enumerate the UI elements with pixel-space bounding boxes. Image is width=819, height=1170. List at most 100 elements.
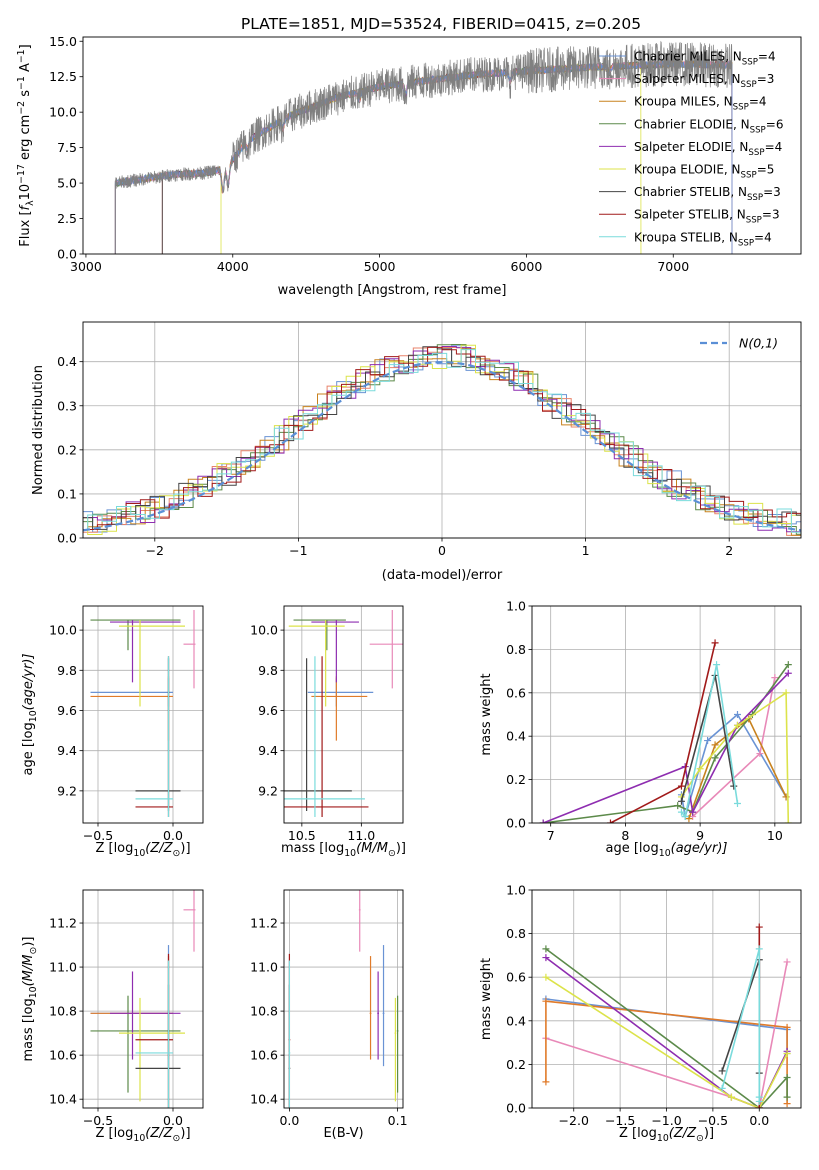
y-tick-label: 11.2: [250, 916, 278, 931]
gridlines: [532, 889, 801, 1109]
axes-frame: −2 −1 0 1 2 0.0 0.1 0.2 0.3 0.4: [57, 321, 802, 558]
y-tick-label: 0.0: [57, 247, 77, 262]
weight-series-line: [543, 664, 789, 823]
weight-marker: [542, 997, 550, 1005]
weight-marker: [689, 808, 697, 816]
y-tick-label: 10.0: [49, 623, 77, 638]
y-tick-label: 0.1: [57, 486, 77, 501]
weight-marker: [783, 1073, 791, 1081]
weight-marker: [755, 1093, 763, 1101]
y-axis-label: Normed distribution: [31, 365, 46, 495]
x-axis-label: (data-model)/error: [382, 568, 503, 583]
y-tick-label: 11.0: [250, 960, 278, 975]
weight-marker: [696, 765, 704, 773]
y-tick-label: 10.0: [250, 623, 278, 638]
y-axis-label: age [log10(age/yr)]: [21, 654, 39, 776]
weight-marker: [704, 737, 712, 745]
y-tick-label: 9.4: [57, 743, 77, 758]
figure-title: PLATE=1851, MJD=53524, FIBERID=0415, z=0…: [241, 15, 641, 33]
x-tick-label: 3000: [70, 259, 102, 274]
massweight-vs-Z-axes: −2.0 −1.5 −1.0 −0.5 0.0 0.0 0.2 0.4 0.6 0.8 1.0 Z […: [479, 883, 802, 1144]
massweight-vs-age-axes: 7 8 9 10 0.0 0.2 0.4 0.6 0.8 1.0 age [log10(age/yr…: [479, 599, 802, 859]
x-axis-label: mass [log10(M/M⊙)]: [281, 841, 406, 859]
plot-area: [90, 610, 196, 817]
y-tick-label: 0.2: [57, 442, 77, 457]
y-tick-label: 10.0: [49, 105, 77, 120]
y-tick-label: 1.0: [506, 599, 526, 614]
axes-spine: [531, 605, 802, 824]
weight-marker: [711, 741, 719, 749]
y-tick-label: 0.8: [506, 642, 526, 657]
y-tick-label: 0.4: [506, 729, 526, 744]
y-tick-label: 5.0: [57, 176, 77, 191]
weight-series-line: [545, 976, 788, 1108]
x-tick-label: 4000: [217, 259, 249, 274]
axes-spine: [283, 889, 404, 1109]
weight-marker: [733, 799, 741, 807]
legend: N(0,1): [700, 336, 778, 351]
x-axis-label: Z [log10(Z/Z⊙)]: [95, 1126, 190, 1144]
mass-vs-Z-axes: −0.5 0.0 10.4 10.6 10.8 11.0 11.2 Z [log10(Z/Z⊙…: [21, 889, 204, 1144]
y-tick-label: 0.4: [506, 1013, 526, 1028]
x-tick-label: 0.0: [163, 1113, 183, 1128]
x-tick-label: 0.0: [279, 1113, 299, 1128]
x-axis-label: E(B-V): [323, 1126, 363, 1141]
weight-marker: [674, 802, 682, 810]
axes-frame: −2.0 −1.5 −1.0 −0.5 0.0 0.0 0.2 0.4 0.6 0.8 1.0: [506, 883, 802, 1128]
x-tick-label: −2.0: [559, 1113, 589, 1128]
plot-area: [90, 890, 196, 1108]
x-tick-label: 10: [767, 828, 783, 843]
plot-area: [83, 344, 801, 537]
gridlines: [532, 605, 801, 824]
y-tick-label: 0.3: [57, 398, 77, 413]
y-tick-label: 0.0: [506, 816, 526, 831]
y-tick-label: 0.6: [506, 970, 526, 985]
y-tick-label: 0.2: [506, 772, 526, 787]
y-axis-label: mass weight: [479, 958, 494, 1040]
weight-marker: [711, 754, 719, 762]
weight-marker: [677, 797, 685, 805]
y-axis-label: mass [log10(M/M⊙)]: [21, 937, 39, 1062]
weight-marker: [542, 954, 550, 962]
plot-area: [542, 923, 791, 1108]
age-vs-Z-axes: −0.5 0.0 9.2 9.4 9.6 9.8 10.0 Z [log10(Z/Z⊙)] ag…: [21, 605, 204, 859]
y-tick-label: 10.8: [49, 1004, 77, 1019]
weight-marker: [756, 750, 764, 758]
weight-series-line: [545, 948, 788, 1108]
weight-marker: [733, 721, 741, 729]
weight-marker: [539, 819, 547, 823]
axes-frame: −0.5 0.0 9.2 9.4 9.6 9.8 10.0: [49, 605, 204, 843]
weight-marker: [727, 1093, 735, 1101]
y-tick-label: 0.8: [506, 926, 526, 941]
x-tick-label: 9: [696, 828, 704, 843]
histogram-step: [83, 349, 801, 533]
x-tick-label: −1: [289, 543, 307, 558]
weight-marker: [755, 923, 763, 931]
weight-marker: [755, 945, 763, 953]
weight-series-line: [542, 672, 789, 823]
y-tick-label: 9.8: [57, 663, 77, 678]
legend-label: Kroupa MILES, NSSP=4: [634, 95, 767, 113]
plot-area: [288, 890, 399, 1108]
axes-frame: 10.5 11.0 9.2 9.4 9.6 9.8 10.0: [250, 605, 404, 843]
x-tick-label: −0.5: [83, 1113, 113, 1128]
x-tick-label: −0.5: [83, 828, 113, 843]
x-tick-label: −1.5: [605, 1113, 635, 1128]
weight-marker: [783, 1023, 791, 1031]
weight-marker: [677, 782, 685, 790]
legend-label: Kroupa STELIB, NSSP=4: [634, 230, 772, 248]
gridlines: [284, 890, 403, 1108]
y-tick-label: 0.0: [506, 1101, 526, 1116]
residual-histogram-axes: −2 −1 0 1 2 0.0 0.1 0.2 0.3 0.4 (data-model)/error…: [31, 321, 802, 583]
weight-marker: [542, 973, 550, 981]
x-tick-label: 0.1: [388, 1113, 408, 1128]
data-spectrum-line: [114, 40, 733, 254]
y-tick-label: 11.2: [49, 916, 77, 931]
x-tick-label: 6000: [511, 259, 543, 274]
legend-label: Chabrier ELODIE, NSSP=6: [634, 117, 783, 135]
legend-label: Salpeter STELIB, NSSP=3: [634, 208, 780, 226]
weight-marker: [713, 661, 721, 669]
y-tick-label: 2.5: [57, 211, 77, 226]
weight-marker: [685, 815, 693, 823]
